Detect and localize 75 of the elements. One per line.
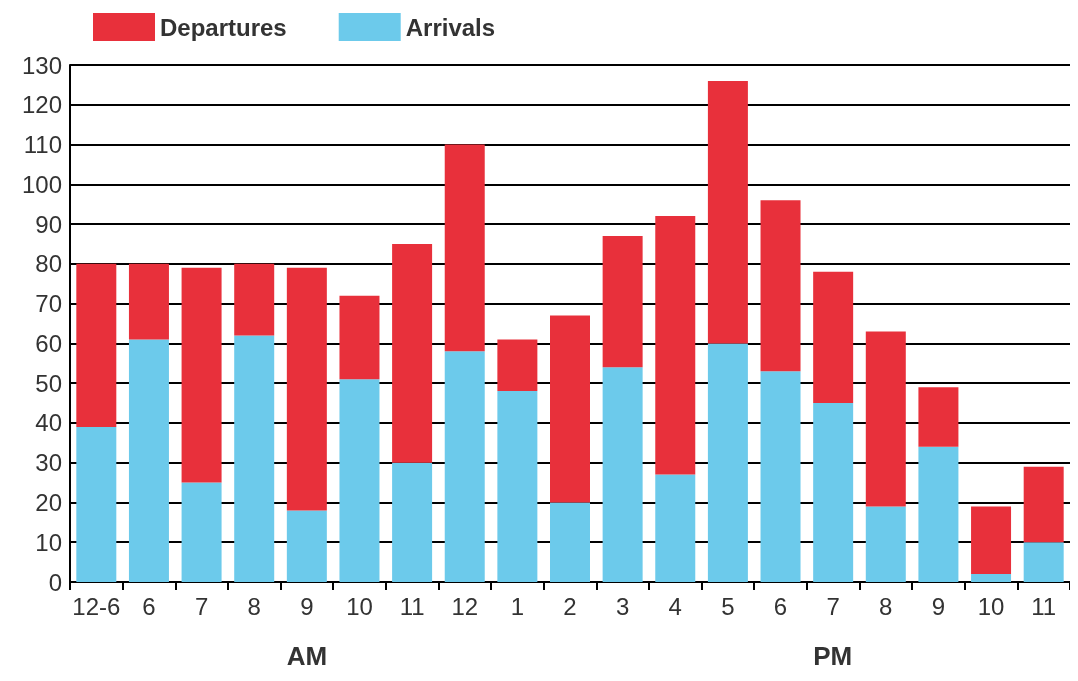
- bar: [444, 144, 485, 352]
- bar: [286, 510, 327, 582]
- y-tick-label: 80: [35, 250, 62, 278]
- bar: [707, 80, 748, 344]
- bar: [602, 236, 643, 368]
- x-tick-label: 1: [510, 592, 525, 620]
- x-tick-label: 10: [346, 592, 373, 620]
- y-tick-label: 120: [21, 91, 62, 119]
- bar: [128, 339, 169, 582]
- y-tick-label: 10: [35, 528, 62, 556]
- bar: [813, 403, 854, 582]
- legend-label: Departures: [160, 13, 287, 41]
- x-tick-label: 7: [826, 592, 840, 620]
- y-tick-label: 20: [35, 488, 62, 516]
- bar: [918, 446, 959, 582]
- x-tick-label: 6: [773, 592, 788, 620]
- bar: [865, 331, 906, 507]
- y-tick-label: 110: [23, 131, 62, 159]
- text: PM: [813, 641, 853, 671]
- y-tick-label: 60: [35, 329, 62, 357]
- x-tick-label: 7: [194, 592, 209, 620]
- bar: [392, 243, 433, 463]
- bar: [286, 267, 327, 511]
- bar: [707, 343, 748, 582]
- bar: [76, 263, 117, 427]
- bar: [128, 263, 169, 340]
- x-tick-label: 9: [300, 592, 314, 620]
- bar: [865, 506, 906, 582]
- bar: [444, 351, 485, 582]
- x-tick-label: 12: [451, 592, 479, 620]
- bar: [971, 506, 1012, 575]
- bar: [813, 271, 854, 404]
- bar: [76, 426, 117, 582]
- bar: [655, 474, 696, 582]
- y-tick-label: 50: [35, 369, 62, 397]
- bar: [497, 391, 538, 582]
- x-tick-label: 6: [142, 592, 156, 620]
- x-tick-label: 11: [1031, 592, 1057, 620]
- bar: [602, 367, 643, 582]
- x-tick-label: 8: [879, 592, 893, 620]
- bar: [918, 387, 959, 447]
- y-tick-label: 90: [35, 210, 62, 238]
- bar: [1023, 542, 1064, 582]
- y-tick-label: 70: [35, 290, 62, 318]
- bar: [181, 482, 222, 582]
- x-tick-label: 11: [399, 592, 425, 620]
- x-tick-label: 8: [247, 592, 261, 620]
- x-tick-label: 4: [668, 592, 682, 620]
- x-tick-label: 2: [563, 592, 577, 620]
- x-tick-label: 5: [721, 592, 735, 620]
- bar: [550, 315, 590, 503]
- x-tick-label: 10: [977, 592, 1005, 620]
- x-tick-label: 9: [931, 592, 946, 620]
- text: AM: [286, 641, 328, 671]
- y-tick-label: 0: [48, 568, 62, 596]
- bar: [392, 462, 433, 582]
- bar: [234, 263, 275, 336]
- bar: [760, 200, 801, 372]
- bar: [181, 267, 222, 483]
- bar: [655, 216, 696, 475]
- y-tick-label: 40: [35, 409, 62, 437]
- bar: [550, 502, 590, 582]
- x-tick-label: 12-6: [72, 592, 121, 620]
- y-tick-label: 100: [21, 170, 62, 198]
- bar: [339, 295, 380, 380]
- bar: [971, 574, 1012, 582]
- bar: [497, 339, 538, 392]
- y-tick-label: 30: [35, 449, 62, 477]
- bar: [760, 371, 801, 582]
- legend-label: Arrivals: [405, 13, 496, 41]
- bar: [234, 335, 275, 582]
- y-tick-label: 130: [21, 51, 62, 79]
- x-tick-label: 3: [615, 592, 630, 620]
- bar: [1023, 466, 1064, 543]
- bar: [339, 379, 380, 582]
